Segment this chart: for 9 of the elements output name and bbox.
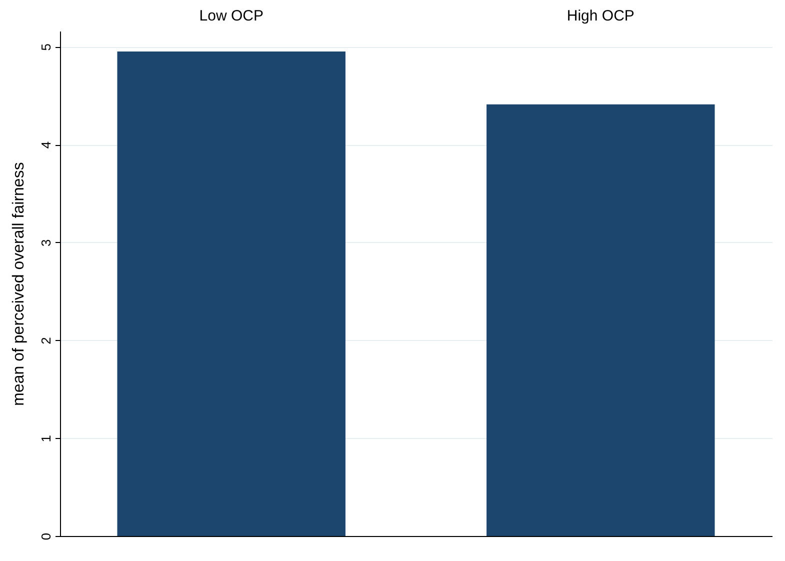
y-tick-label: 3 xyxy=(38,239,54,247)
y-tick-label: 0 xyxy=(38,532,54,540)
y-tick-label: 5 xyxy=(38,44,54,51)
x-tick-label: Low OCP xyxy=(199,8,264,24)
y-tick-label: 2 xyxy=(38,337,54,344)
y-tick-label: 4 xyxy=(38,141,54,149)
y-tick-label: 1 xyxy=(38,435,54,442)
x-tick-label: High OCP xyxy=(566,8,634,24)
y-axis-title: mean of perceived overall fairness xyxy=(10,162,28,406)
